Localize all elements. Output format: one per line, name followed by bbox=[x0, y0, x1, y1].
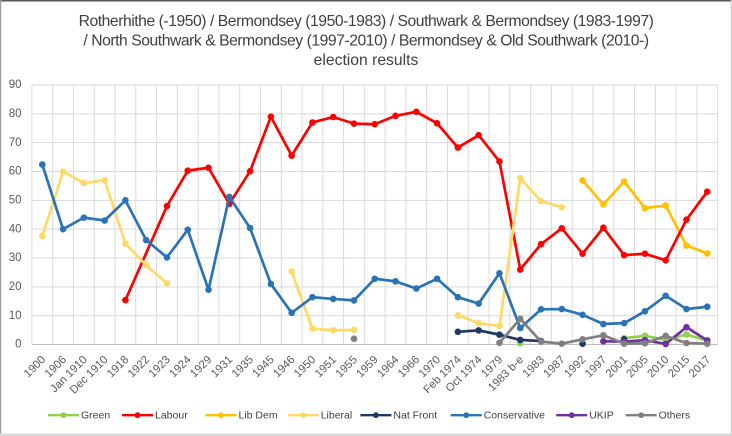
svg-text:Nat Front: Nat Front bbox=[393, 410, 437, 422]
svg-text:80: 80 bbox=[9, 108, 22, 120]
svg-text:40: 40 bbox=[9, 223, 22, 235]
svg-text:Labour: Labour bbox=[155, 410, 188, 422]
svg-text:20: 20 bbox=[9, 281, 22, 293]
svg-text:10: 10 bbox=[9, 310, 22, 322]
svg-text:30: 30 bbox=[9, 252, 22, 264]
svg-text:Liberal: Liberal bbox=[321, 410, 353, 422]
svg-text:70: 70 bbox=[9, 137, 22, 149]
svg-text:Lib Dem: Lib Dem bbox=[239, 410, 278, 422]
svg-text:60: 60 bbox=[9, 166, 22, 178]
svg-text:/ North Southwark & Bermondsey: / North Southwark & Bermondsey (1997-201… bbox=[83, 33, 648, 50]
svg-text:50: 50 bbox=[9, 195, 22, 207]
svg-text:Rotherhithe (-1950) / Bermonds: Rotherhithe (-1950) / Bermondsey (1950-1… bbox=[79, 13, 654, 30]
svg-text:0: 0 bbox=[15, 339, 21, 351]
svg-text:Green: Green bbox=[81, 410, 110, 422]
svg-text:Others: Others bbox=[659, 410, 691, 422]
svg-text:UKIP: UKIP bbox=[589, 410, 614, 422]
svg-text:Conservative: Conservative bbox=[484, 410, 545, 422]
svg-text:90: 90 bbox=[9, 79, 22, 91]
svg-text:election results: election results bbox=[314, 52, 419, 69]
